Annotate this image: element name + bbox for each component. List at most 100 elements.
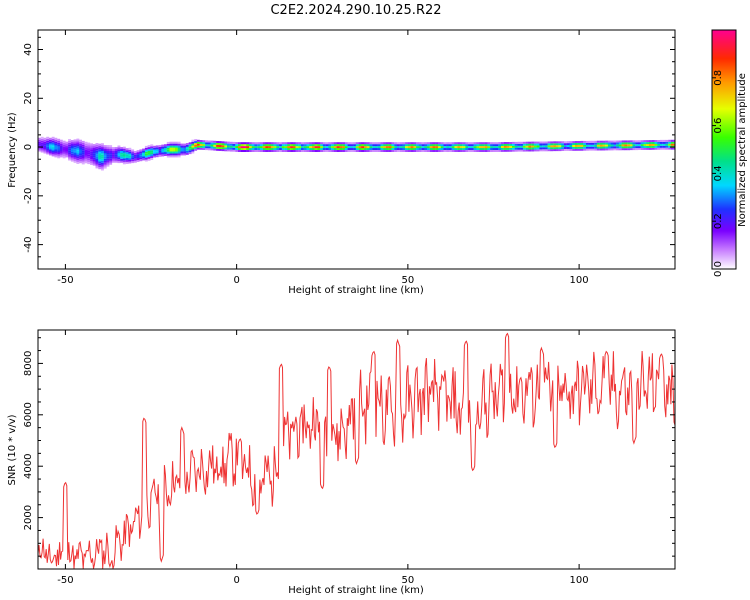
spectrogram-cell [128,149,132,152]
spectrogram-cell [462,146,466,149]
spectrogram-cell [38,137,41,140]
spectrogram-cell [413,142,417,145]
spectrogram-cell [375,142,378,145]
spectrogram-cell [301,144,304,147]
spectrogram-cell [169,155,173,158]
spectrogram-cell [399,146,403,149]
spectrogram-cell [65,145,69,148]
spectrogram-cell [131,161,135,164]
spectrogram-cell [429,144,433,147]
spectrogram-cell [92,155,96,158]
spectrogram-cell [569,143,573,146]
spectrogram-cell [76,154,80,157]
spectrogram-cell [49,151,52,154]
spectrogram-cell [98,163,102,166]
spectrogram-cell [95,156,99,159]
spectrogram-cell [117,147,121,150]
spectrogram-cell [438,148,441,150]
spectrogram-cell [421,144,425,147]
spectrogram-cell [531,147,535,150]
spectrogram-cell [544,149,548,152]
spectrogram-cell [668,143,672,146]
spectrogram-cell [386,144,389,147]
spectrogram-cell [87,146,91,149]
spectrogram-cell [232,147,236,150]
spectrogram-cell [298,150,302,152]
spectrogram-cell [136,159,140,162]
spectrogram-cell [659,141,663,144]
spectrogram-cell [506,147,510,150]
spectrogram-cell [79,155,82,158]
spectrogram-cell [588,144,592,147]
spectrogram-cell [391,144,395,147]
spectrogram-cell [95,162,99,165]
spectrogram-cell [646,140,650,143]
spectrogram-cell [369,142,373,145]
spectrogram-cell [396,148,400,150]
spectrogram-cell [544,147,548,150]
spectrogram-cell [43,149,47,152]
spectrogram-cell [383,148,387,150]
spectrogram-cell [136,156,140,158]
spectrogram-cell [427,144,430,147]
spectrogram-cell [153,153,156,156]
spectrogram-cell [279,150,282,152]
spectrogram-cell [435,150,439,152]
spectrogram-cell [112,154,115,157]
spectrogram-cell [350,148,354,150]
spectrogram-cell [112,156,115,159]
spectrogram-cell [281,144,285,147]
spectrogram-cell [375,148,378,150]
spectrogram-cell [131,159,135,162]
spectrogram-cell [87,142,91,145]
spectrogram-cell [229,143,233,146]
spectrogram-cell [591,144,595,147]
spectrogram-cell [618,142,622,145]
spectrogram-cell [386,142,389,145]
spectrogram-cell [312,142,315,145]
spectrogram-cell [106,162,110,165]
spectrogram-cell [207,146,211,149]
spectrogram-cell [164,148,167,151]
spectrogram-cell [57,146,61,149]
spectrogram-cell [599,142,603,145]
spectrogram-cell [320,150,324,152]
spectrogram-cell [314,144,318,147]
spectrogram-cell [188,144,192,147]
spectrogram-cell [213,140,217,143]
spectrogram-cell [251,146,255,149]
spectrogram-cell [101,154,104,157]
spectrogram-cell [462,150,466,152]
spectrogram-cell [443,142,447,145]
spectrogram-cell [405,148,408,150]
spectrogram-cell [591,140,595,143]
spectrogram-cell [386,146,389,149]
spectrogram-cell [155,155,159,158]
spectrogram-cell [640,146,644,148]
spectrogram-cell [92,144,96,147]
spectrogram-cell [62,146,66,149]
spectrogram-cell [640,140,644,143]
spectrogram-cell [380,142,384,145]
spectrogram-cell [558,143,562,146]
spectrogram-cell [216,148,219,151]
spectrogram-cell [536,149,540,152]
spectrogram-cell [388,150,392,152]
spectrogram-cell [144,153,148,156]
spectrogram-cell [605,140,608,143]
spectrogram-cell [643,147,647,150]
spectrogram-cell [451,142,455,145]
spectrogram-cell [76,152,80,155]
spectrogram-cell [547,143,551,146]
spectrogram-cell [525,149,529,152]
spectrogram-cell [79,141,82,144]
spectrogram-cell [555,145,559,148]
spectrogram-cell [87,162,91,165]
spectrogram-cell [128,159,132,162]
spectrogram-cell [131,149,135,152]
spectrogram-cell [550,141,554,144]
spectrogram-cell [555,141,559,144]
spectrogram-cell [246,144,250,147]
spectrogram-cell [205,140,208,143]
spectrogram-cell [405,150,408,152]
